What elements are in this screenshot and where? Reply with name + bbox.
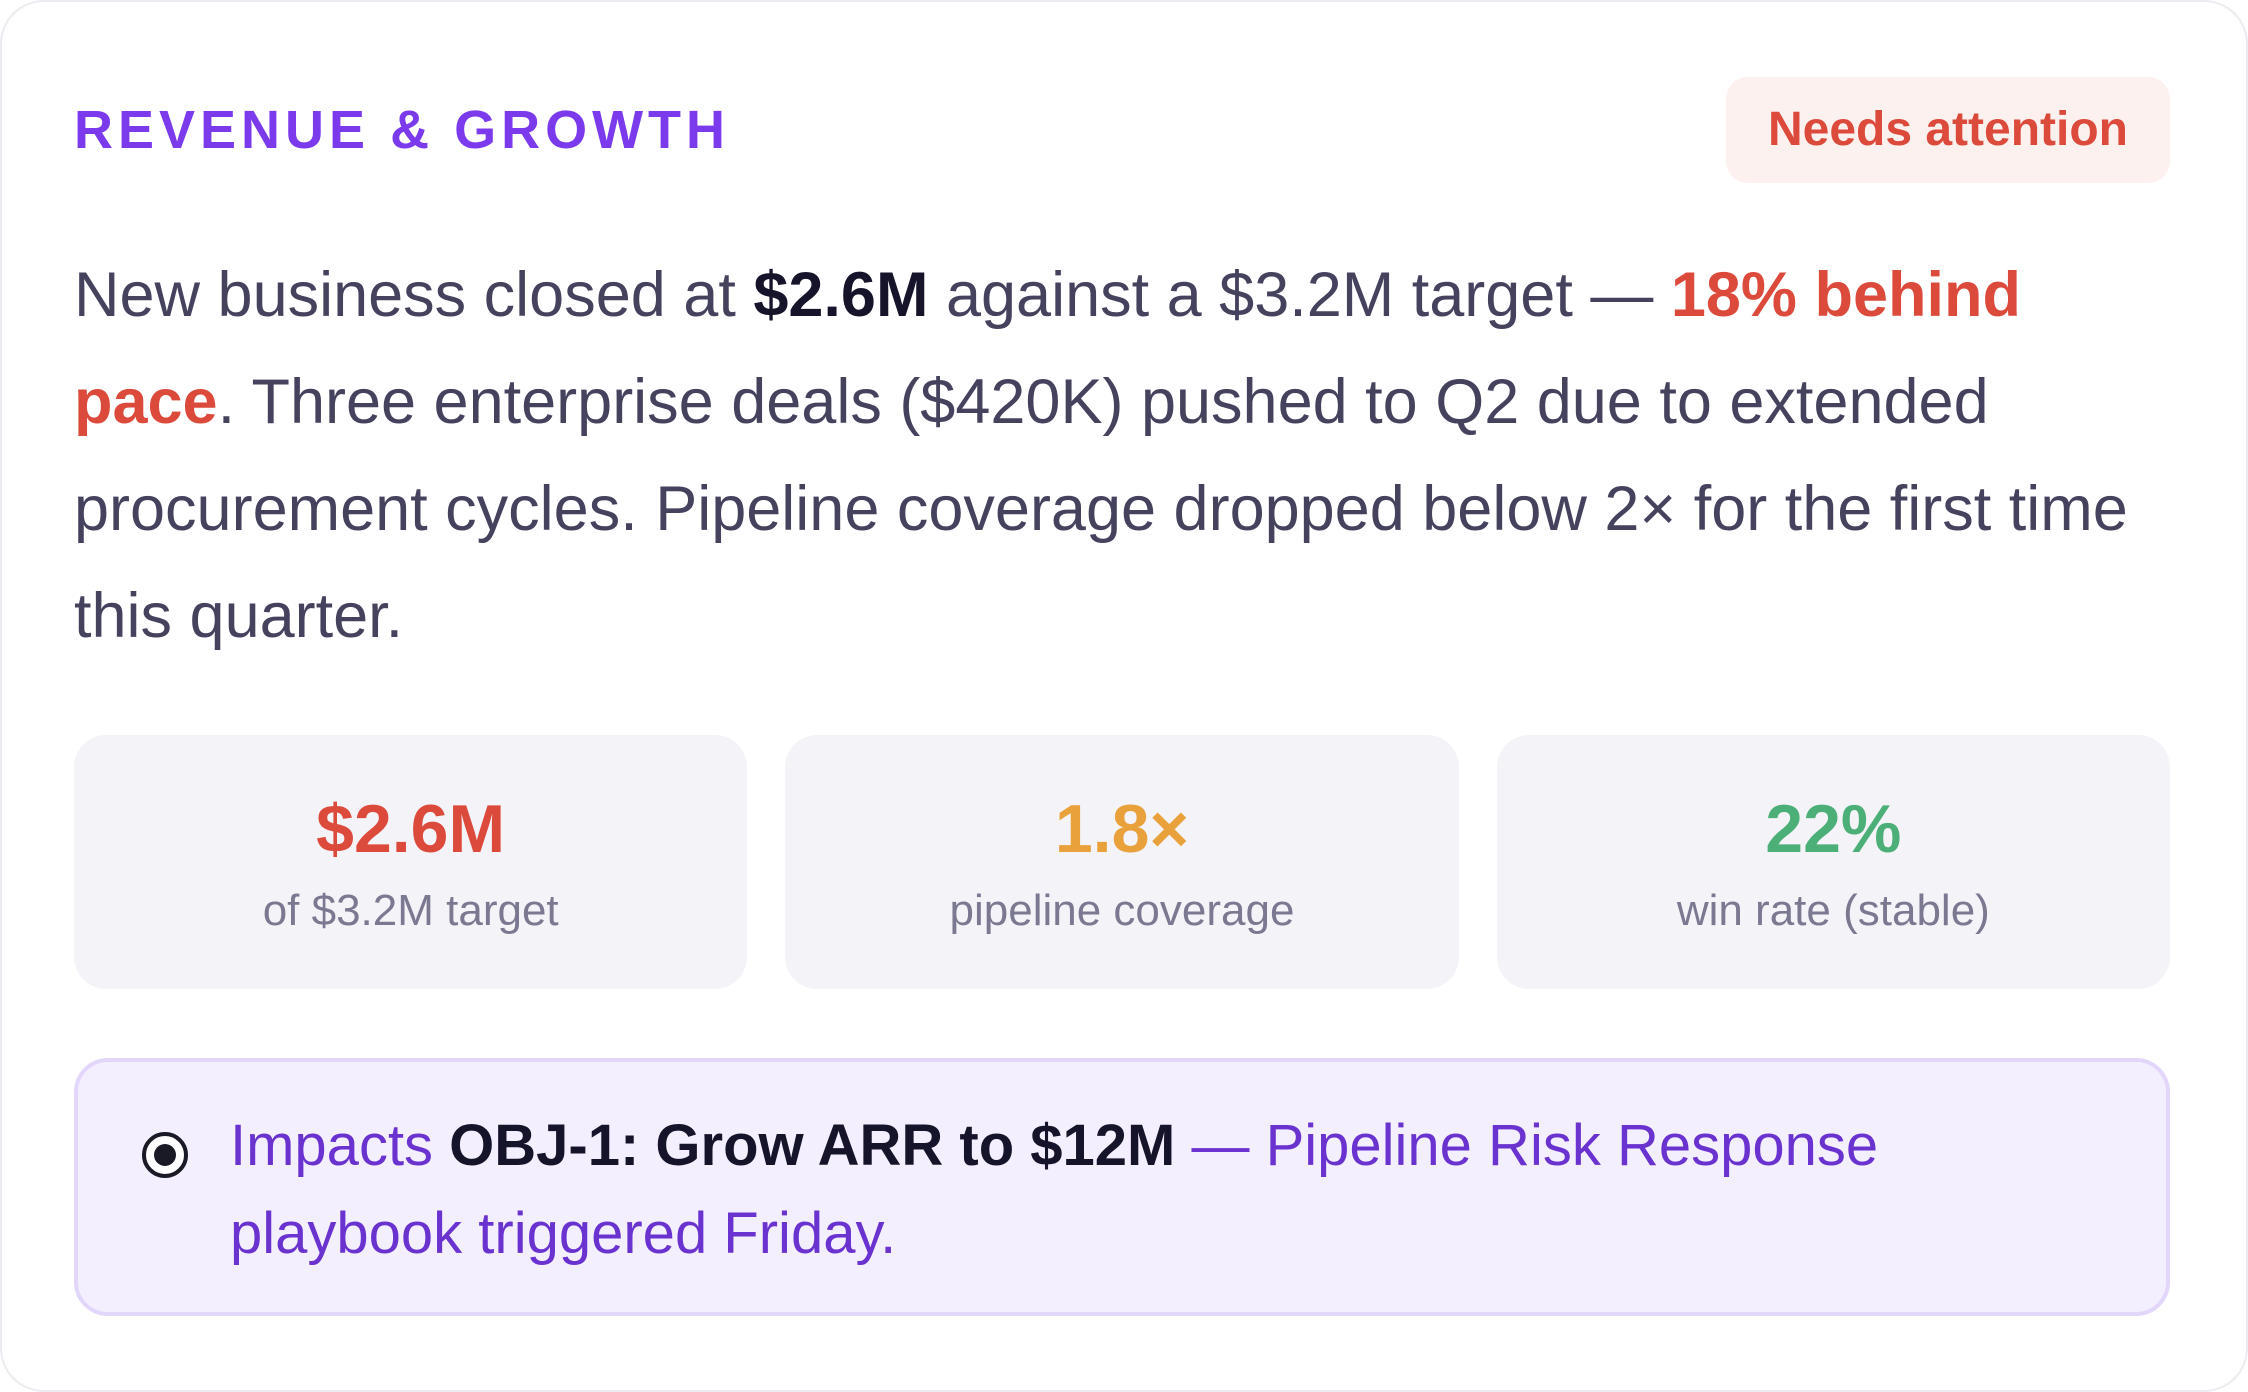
metric-caption: of $3.2M target: [262, 886, 559, 935]
metric-card-closed: $2.6M of $3.2M target: [74, 735, 748, 989]
metric-value: $2.6M: [316, 791, 506, 867]
summary-text: against a $3.2M target —: [928, 260, 1671, 330]
metrics-row: $2.6M of $3.2M target 1.8× pipeline cove…: [74, 735, 2170, 989]
status-badge: Needs attention: [1725, 77, 2170, 183]
card-header: REVENUE & GROWTH Needs attention: [74, 76, 2170, 184]
behind-pace-highlight: 18% behind pace: [74, 260, 2021, 437]
metric-caption: pipeline coverage: [949, 886, 1295, 935]
radio-target-icon: [142, 1132, 188, 1178]
metric-caption: win rate (stable): [1676, 886, 1990, 935]
objective-link[interactable]: OBJ-1: Grow ARR to $12M: [449, 1113, 1176, 1178]
summary-text: . Three enterprise deals ($420K) pushed …: [74, 367, 2128, 651]
impact-text: Impacts OBJ-1: Grow ARR to $12M — Pipeli…: [230, 1102, 2030, 1278]
metric-value: 22%: [1765, 791, 1902, 867]
metric-card-win-rate: 22% win rate (stable): [1496, 735, 2170, 989]
summary-text: New business closed at: [74, 260, 754, 330]
metric-value: 1.8×: [1054, 791, 1190, 867]
impact-prefix: Impacts: [230, 1113, 450, 1178]
impact-callout[interactable]: Impacts OBJ-1: Grow ARR to $12M — Pipeli…: [74, 1058, 2170, 1316]
impact-suffix: — Pipeline Risk Response playbook trigge…: [230, 1113, 1879, 1266]
section-label: REVENUE & GROWTH: [74, 100, 731, 160]
metric-card-pipeline: 1.8× pipeline coverage: [785, 735, 1459, 989]
closed-amount: $2.6M: [753, 260, 929, 330]
summary-paragraph: New business closed at $2.6M against a $…: [74, 242, 2194, 670]
